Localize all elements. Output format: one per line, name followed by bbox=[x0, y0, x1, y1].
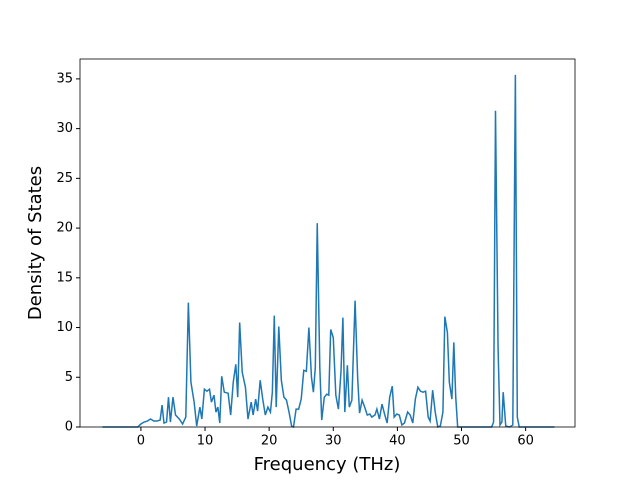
x-tick-label: 40 bbox=[389, 434, 406, 449]
x-tick-label: 20 bbox=[261, 434, 278, 449]
y-tick-label: 5 bbox=[65, 370, 73, 385]
y-axis-label: Density of States bbox=[25, 166, 46, 320]
y-tick-label: 15 bbox=[56, 270, 73, 285]
x-tick-label: 30 bbox=[325, 434, 342, 449]
y-tick-label: 10 bbox=[56, 320, 73, 335]
line bbox=[102, 74, 555, 429]
y-tick-label: 0 bbox=[65, 420, 73, 435]
x-tick-label: 60 bbox=[517, 434, 534, 449]
y-tick-label: 25 bbox=[56, 171, 73, 186]
x-tick-label: 50 bbox=[453, 434, 470, 449]
x-tick-label: 0 bbox=[137, 434, 145, 449]
y-tick-label: 35 bbox=[56, 71, 73, 86]
plot-frame bbox=[79, 58, 576, 428]
y-tick-label: 20 bbox=[56, 221, 73, 236]
x-tick-label: 10 bbox=[197, 434, 214, 449]
x-axis-label: Frequency (THz) bbox=[254, 454, 401, 475]
y-tick-label: 30 bbox=[56, 121, 73, 136]
